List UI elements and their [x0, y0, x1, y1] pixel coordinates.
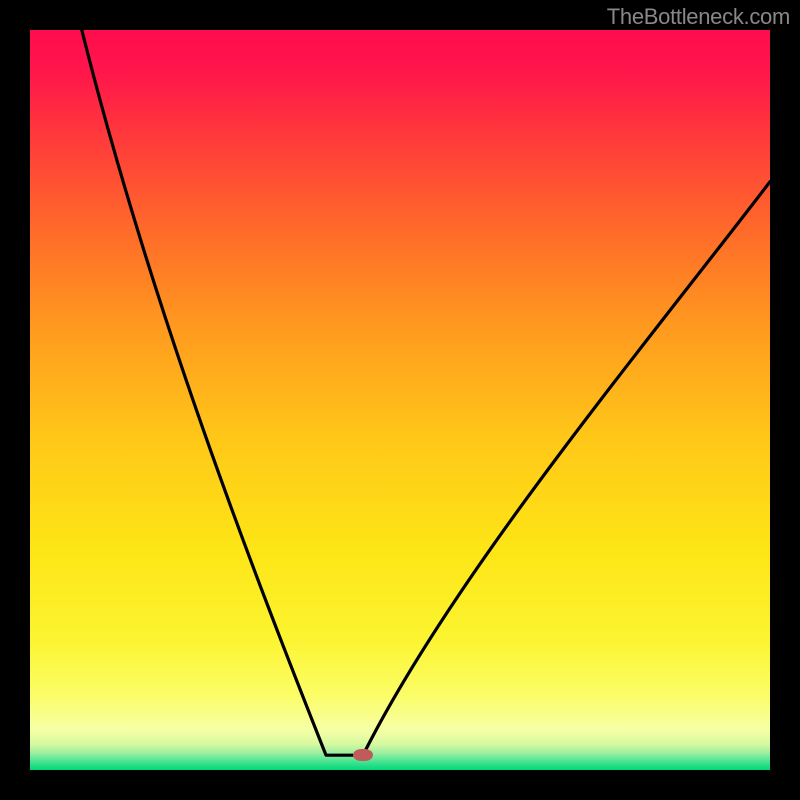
watermark-text: TheBottleneck.com: [607, 4, 790, 30]
plot-area: [30, 30, 770, 770]
curve-path: [82, 30, 770, 755]
optimal-marker: [353, 749, 373, 761]
bottleneck-curve: [30, 30, 770, 770]
